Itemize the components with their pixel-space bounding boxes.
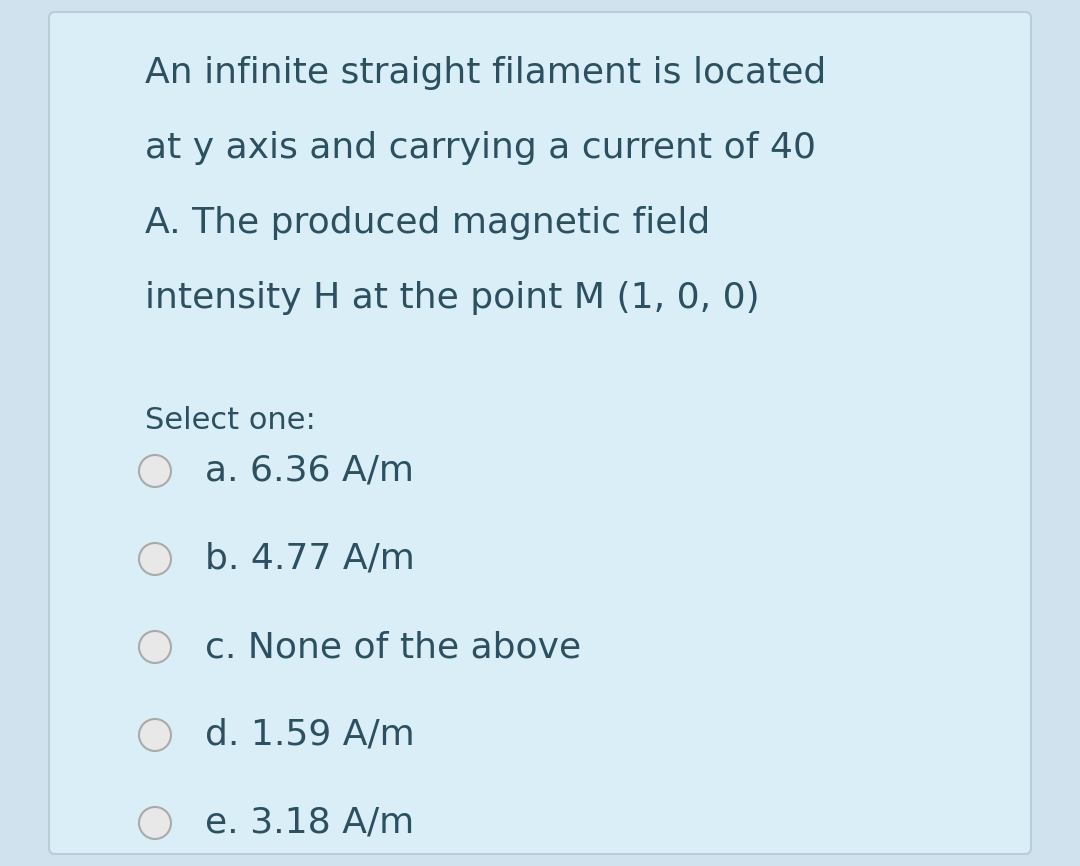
Circle shape (139, 543, 171, 575)
Text: Select one:: Select one: (145, 406, 315, 435)
Circle shape (139, 455, 171, 487)
Circle shape (139, 719, 171, 751)
Text: An infinite straight filament is located: An infinite straight filament is located (145, 56, 826, 90)
Text: e. 3.18 A/m: e. 3.18 A/m (205, 806, 415, 840)
Text: b. 4.77 A/m: b. 4.77 A/m (205, 542, 415, 576)
Text: a. 6.36 A/m: a. 6.36 A/m (205, 454, 414, 488)
Circle shape (139, 631, 171, 663)
Text: A. The produced magnetic field: A. The produced magnetic field (145, 206, 711, 240)
Text: intensity H at the point M (1, 0, 0): intensity H at the point M (1, 0, 0) (145, 281, 759, 315)
FancyBboxPatch shape (49, 12, 1031, 854)
Text: c. None of the above: c. None of the above (205, 630, 581, 664)
Text: at y axis and carrying a current of 40: at y axis and carrying a current of 40 (145, 131, 816, 165)
Circle shape (139, 807, 171, 839)
Text: d. 1.59 A/m: d. 1.59 A/m (205, 718, 415, 752)
